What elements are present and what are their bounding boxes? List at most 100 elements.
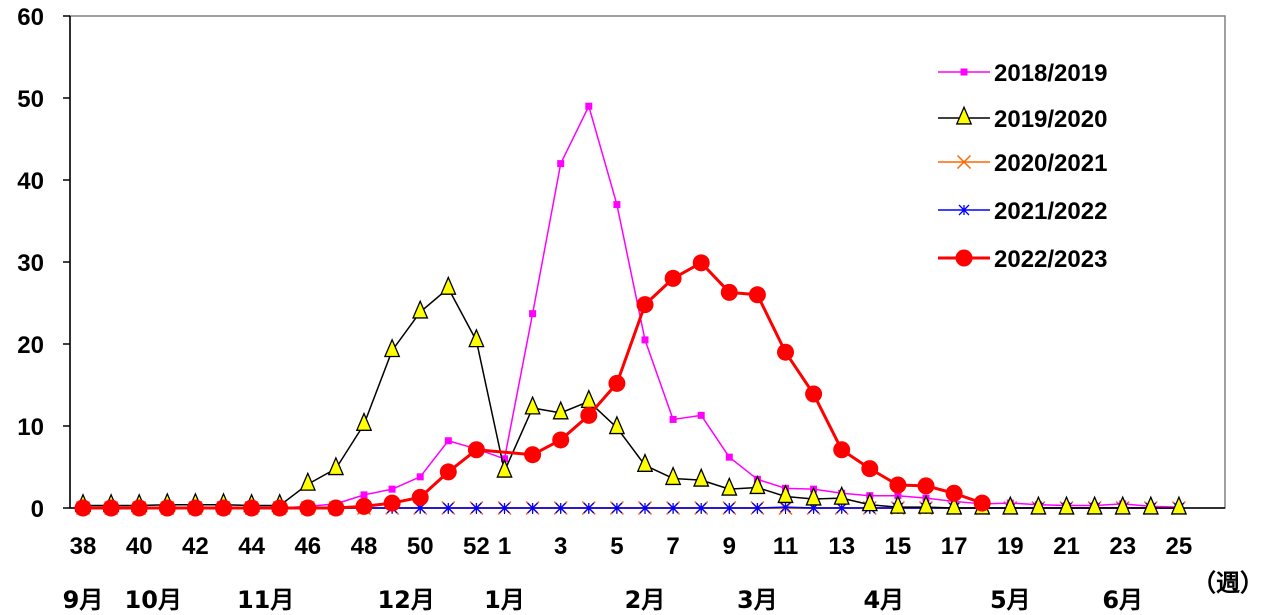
data-point xyxy=(1142,495,1159,515)
data-point xyxy=(499,502,510,514)
y-tick-label: 0 xyxy=(31,496,44,523)
x-tick-label: 19 xyxy=(997,533,1024,560)
data-point xyxy=(388,485,396,493)
data-point xyxy=(583,502,595,514)
y-tick-label: 40 xyxy=(17,168,44,195)
x-tick-label: 48 xyxy=(351,533,378,560)
month-label: 9月 xyxy=(63,586,104,614)
data-point xyxy=(611,502,623,514)
data-point xyxy=(215,499,232,517)
data-point xyxy=(444,437,452,445)
series-layer xyxy=(74,102,1188,517)
data-point xyxy=(1114,495,1131,515)
x-tick-label: 50 xyxy=(407,533,434,560)
data-point xyxy=(411,488,429,506)
y-axis-ticks: 0 10 20 30 40 50 60 xyxy=(17,4,70,523)
x-axis-ticks: 38 40 42 44 46 48 50 52 1 3 5 7 9 11 13 15 17 19 21 23 25 xyxy=(70,508,1192,560)
data-point xyxy=(468,328,485,348)
data-point xyxy=(467,441,485,459)
data-point xyxy=(383,338,401,358)
x-tick-label: 38 xyxy=(70,533,97,560)
x-tick-label: 7 xyxy=(666,533,679,560)
data-point xyxy=(639,502,651,514)
data-point xyxy=(557,160,565,168)
data-point xyxy=(695,502,707,514)
data-point xyxy=(641,336,649,344)
x-tick-label: 42 xyxy=(182,533,209,560)
data-point xyxy=(299,471,316,491)
data-point xyxy=(1086,495,1103,515)
data-point xyxy=(555,502,567,514)
data-point xyxy=(585,102,593,110)
data-point xyxy=(917,477,935,495)
x-tick-label: 23 xyxy=(1109,533,1136,560)
legend-swatch-marker xyxy=(960,68,968,76)
data-point xyxy=(608,415,626,435)
data-point xyxy=(720,283,738,301)
x-tick-label: 17 xyxy=(941,533,968,560)
data-point xyxy=(667,502,679,514)
data-point xyxy=(780,501,791,513)
month-label: 5月 xyxy=(990,586,1031,614)
data-point xyxy=(416,473,424,481)
x-tick-label: 15 xyxy=(885,533,912,560)
data-point xyxy=(723,502,735,514)
data-point xyxy=(1002,495,1019,515)
data-point xyxy=(355,497,373,515)
data-point xyxy=(440,275,457,295)
data-point xyxy=(552,400,569,420)
y-tick-label: 30 xyxy=(17,250,44,277)
data-point xyxy=(636,452,654,472)
legend-item: 2018/2019 xyxy=(938,60,1107,87)
legend-item: 2022/2023 xyxy=(938,246,1107,273)
data-point xyxy=(102,499,120,517)
data-point xyxy=(552,431,570,449)
x-tick-label: 21 xyxy=(1053,533,1080,560)
legend: 2018/2019 2019/2020 2020/2021 2021/2022 2022… xyxy=(938,60,1107,273)
x-tick-label: 9 xyxy=(723,533,736,560)
data-point xyxy=(833,485,850,505)
data-point xyxy=(861,460,879,478)
data-point xyxy=(861,492,878,512)
data-point xyxy=(669,415,677,423)
data-point xyxy=(748,286,766,304)
x-tick-label: 40 xyxy=(126,533,153,560)
legend-label: 2019/2020 xyxy=(994,106,1107,133)
y-tick-label: 50 xyxy=(17,86,44,113)
legend-label: 2022/2023 xyxy=(994,246,1107,273)
data-point xyxy=(777,343,794,361)
data-point xyxy=(327,499,345,517)
data-point xyxy=(613,201,621,209)
data-point xyxy=(524,446,542,464)
month-label: 1月 xyxy=(484,586,525,614)
x-tick-label: 3 xyxy=(554,533,567,560)
data-point xyxy=(805,486,822,506)
y-tick-label: 20 xyxy=(17,332,44,359)
data-point xyxy=(496,458,513,478)
data-point xyxy=(973,494,991,512)
series-2022-2023 xyxy=(74,254,991,517)
data-point xyxy=(74,499,92,517)
data-point xyxy=(777,484,794,504)
data-point xyxy=(664,466,682,486)
series-line xyxy=(83,287,1179,509)
data-point xyxy=(917,494,935,514)
month-label: 10月 xyxy=(125,586,182,614)
month-label: 6月 xyxy=(1102,586,1143,614)
data-point xyxy=(1030,495,1047,515)
data-point xyxy=(833,441,851,459)
x-tick-label: 5 xyxy=(610,533,623,560)
data-point xyxy=(412,299,429,319)
data-point xyxy=(1058,495,1075,515)
data-point xyxy=(243,499,261,517)
data-point xyxy=(721,476,738,496)
month-label: 2月 xyxy=(625,586,666,614)
legend-item: 2020/2021 xyxy=(938,150,1107,177)
legend-swatch-marker xyxy=(958,204,970,216)
data-point xyxy=(383,494,401,512)
data-point xyxy=(327,456,345,476)
data-point xyxy=(580,406,598,424)
data-point xyxy=(360,491,368,499)
data-point xyxy=(299,499,317,517)
